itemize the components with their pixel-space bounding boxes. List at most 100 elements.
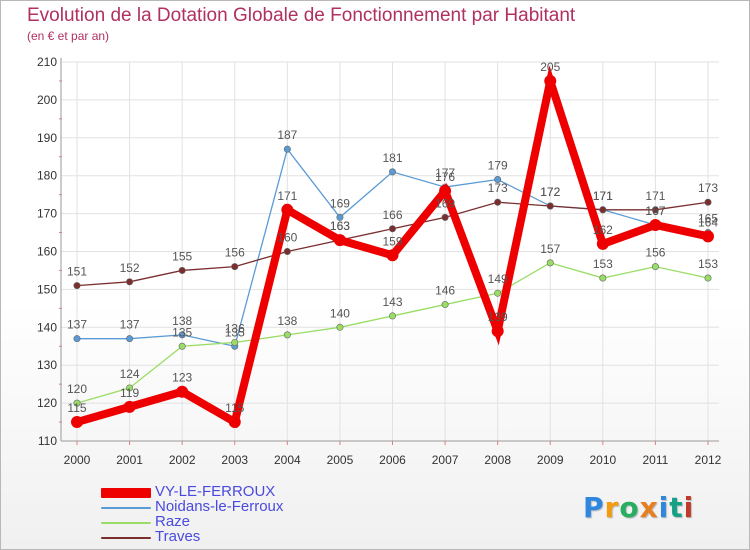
data-point bbox=[231, 338, 239, 346]
chart-title: Evolution de la Dotation Globale de Fonc… bbox=[27, 5, 576, 26]
data-point bbox=[228, 416, 241, 429]
data-label: 119 bbox=[120, 386, 139, 400]
data-label: 173 bbox=[488, 181, 508, 195]
y-tick-label: 200 bbox=[37, 93, 57, 107]
data-label: 143 bbox=[382, 295, 402, 309]
data-label: 123 bbox=[172, 371, 192, 385]
proxiti-logo: Proxiti bbox=[583, 491, 694, 524]
legend-label: VY-LE-FERROUX bbox=[155, 483, 276, 500]
x-tick-label: 2007 bbox=[432, 453, 459, 467]
data-label: 156 bbox=[645, 246, 665, 260]
data-point bbox=[178, 331, 186, 339]
x-tick-label: 2003 bbox=[221, 453, 248, 467]
data-label: 169 bbox=[330, 196, 350, 210]
data-point bbox=[651, 263, 659, 271]
y-tick-label: 190 bbox=[37, 131, 57, 145]
data-point bbox=[73, 335, 81, 343]
y-tick-label: 160 bbox=[37, 245, 57, 259]
legend-label: Noidans-le-Ferroux bbox=[155, 498, 284, 515]
logo-letter: t bbox=[669, 491, 684, 524]
x-tick-label: 2006 bbox=[379, 453, 406, 467]
logo-letter: i bbox=[683, 491, 695, 524]
data-label: 157 bbox=[540, 242, 560, 256]
x-tick-label: 2005 bbox=[327, 453, 354, 467]
y-tick-label: 170 bbox=[37, 207, 57, 221]
data-label: 115 bbox=[67, 401, 86, 415]
data-point bbox=[283, 331, 291, 339]
data-label: 135 bbox=[225, 325, 245, 339]
data-point bbox=[599, 206, 607, 214]
data-point bbox=[73, 399, 81, 407]
x-tick-label: 2011 bbox=[643, 453, 669, 467]
data-point bbox=[544, 74, 557, 87]
data-label: 153 bbox=[698, 257, 718, 271]
data-point bbox=[126, 335, 134, 343]
data-label: 165 bbox=[698, 212, 718, 226]
data-point bbox=[178, 342, 186, 350]
data-label: 167 bbox=[645, 204, 665, 218]
data-label: 153 bbox=[593, 257, 613, 271]
data-label: 146 bbox=[435, 284, 455, 298]
data-point bbox=[441, 301, 449, 309]
axis-layer: 110 120 130 140 150 160 170 180 190 200 210 2000 200… bbox=[37, 55, 722, 467]
data-point bbox=[283, 145, 291, 153]
x-tick-label: 2000 bbox=[64, 453, 91, 467]
data-point bbox=[546, 259, 554, 267]
y-tick-label: 150 bbox=[37, 282, 57, 296]
data-point bbox=[491, 325, 504, 338]
data-point bbox=[704, 274, 712, 282]
x-tick-label: 2004 bbox=[274, 453, 301, 467]
data-label: 163 bbox=[330, 219, 350, 233]
data-label: 172 bbox=[540, 185, 560, 199]
data-point bbox=[439, 184, 452, 197]
legend-swatch bbox=[101, 537, 151, 539]
data-point bbox=[546, 202, 554, 210]
data-point bbox=[126, 384, 134, 392]
data-point bbox=[649, 218, 662, 231]
logo-letter: P bbox=[583, 491, 605, 524]
data-point bbox=[702, 230, 714, 243]
data-label: 164 bbox=[698, 215, 718, 229]
data-label: 176 bbox=[435, 170, 455, 184]
x-tick-label: 2001 bbox=[116, 453, 143, 467]
data-label: 135 bbox=[172, 325, 192, 339]
data-label: 171 bbox=[593, 189, 613, 203]
data-point bbox=[388, 312, 396, 320]
data-label: 137 bbox=[120, 318, 140, 332]
data-point bbox=[281, 203, 294, 216]
data-point bbox=[494, 175, 502, 183]
x-tick-label: 2012 bbox=[695, 453, 722, 467]
data-label: 139 bbox=[488, 310, 508, 324]
data-point bbox=[231, 263, 239, 271]
y-tick-label: 120 bbox=[37, 396, 57, 410]
data-point bbox=[386, 249, 399, 262]
data-label: 138 bbox=[172, 314, 192, 328]
logo-letter: o bbox=[619, 491, 640, 524]
logo-letter: r bbox=[604, 491, 620, 524]
data-point bbox=[651, 206, 659, 214]
data-label: 187 bbox=[277, 128, 297, 142]
data-point bbox=[71, 416, 83, 429]
legend-label: Traves bbox=[155, 528, 201, 545]
data-label: 171 bbox=[277, 189, 297, 203]
logo-letter: x bbox=[639, 491, 659, 524]
data-point bbox=[388, 225, 396, 233]
data-label: 124 bbox=[120, 367, 140, 381]
data-label: 136 bbox=[225, 321, 245, 335]
y-tick-label: 210 bbox=[37, 55, 57, 69]
y-tick-label: 110 bbox=[38, 434, 57, 448]
data-point bbox=[494, 198, 502, 206]
data-point bbox=[333, 234, 346, 247]
data-point bbox=[494, 289, 502, 297]
data-point bbox=[336, 323, 344, 331]
data-label: 156 bbox=[225, 246, 245, 260]
data-label: 149 bbox=[488, 272, 508, 286]
x-tick-label: 2002 bbox=[169, 453, 196, 467]
data-label: 151 bbox=[67, 265, 87, 279]
data-label: 140 bbox=[330, 306, 350, 320]
data-point bbox=[73, 282, 81, 290]
y-tick-label: 140 bbox=[37, 320, 57, 334]
data-label: 138 bbox=[277, 314, 297, 328]
